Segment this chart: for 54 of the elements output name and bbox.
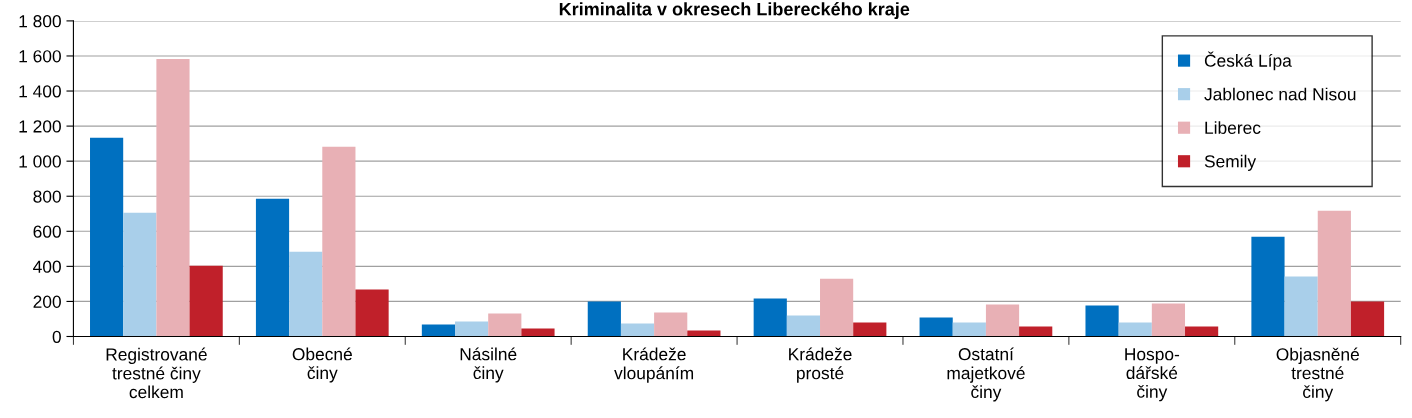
legend-label: Liberec xyxy=(1205,121,1261,134)
x-tick-label: Objasněné trestné činy xyxy=(1276,347,1359,402)
bar xyxy=(985,304,1020,337)
x-tick-label: Krádeže vloupáním xyxy=(614,347,694,383)
bar xyxy=(156,58,190,337)
legend-label: Jablonec nad Nisou xyxy=(1204,87,1356,101)
bar xyxy=(919,317,953,337)
y-tick-label: 1 800 xyxy=(19,15,61,28)
bar xyxy=(654,312,688,337)
bar xyxy=(1317,210,1351,337)
bar xyxy=(753,298,787,337)
bar xyxy=(90,137,124,337)
bar xyxy=(488,313,522,337)
x-tick-label: Krádeže prosté xyxy=(789,347,852,383)
y-tick-label: 600 xyxy=(33,225,61,238)
bar xyxy=(289,251,323,337)
bar xyxy=(786,315,821,337)
bar xyxy=(521,328,555,337)
x-tick-label: Násilné činy xyxy=(460,347,517,383)
bar xyxy=(255,198,290,337)
y-tick-label: 400 xyxy=(33,260,61,273)
legend-label: Semily xyxy=(1204,154,1257,171)
y-tick-label: 1 000 xyxy=(19,155,61,168)
bar xyxy=(1284,276,1318,337)
bar xyxy=(322,146,356,337)
bar xyxy=(853,322,887,337)
bar xyxy=(189,265,223,337)
y-tick-label: 0 xyxy=(52,330,61,343)
bar xyxy=(587,301,621,337)
x-tick-label: Ostatní majetkové činy xyxy=(947,347,1025,402)
bar xyxy=(123,212,157,337)
bar xyxy=(952,322,986,337)
bar xyxy=(455,321,489,337)
y-tick-label: 800 xyxy=(33,190,61,203)
bar xyxy=(1251,236,1285,337)
x-tick-label: Hospo- dářské činy xyxy=(1125,348,1180,402)
y-tick-label: 1 200 xyxy=(19,120,61,133)
bar xyxy=(1185,326,1219,337)
x-tick-label: Registrované trestné činy celkem xyxy=(106,347,207,399)
y-tick-label: 1 600 xyxy=(19,50,61,63)
y-tick-label: 200 xyxy=(33,295,61,308)
y-tick-label: 1 400 xyxy=(19,85,61,98)
bar xyxy=(820,278,854,337)
chart-title: Kriminalita v okresech Libereckého kraje xyxy=(559,2,910,20)
bar xyxy=(620,323,655,337)
bar xyxy=(1085,305,1119,337)
bar xyxy=(1118,322,1152,337)
bar xyxy=(421,324,456,337)
bar xyxy=(1151,303,1186,337)
legend-label: Česká Lípa xyxy=(1204,51,1292,71)
bar xyxy=(1019,326,1053,337)
x-tick-label: Obecné činy xyxy=(292,347,352,383)
bar xyxy=(1350,301,1385,337)
bar xyxy=(355,289,389,337)
